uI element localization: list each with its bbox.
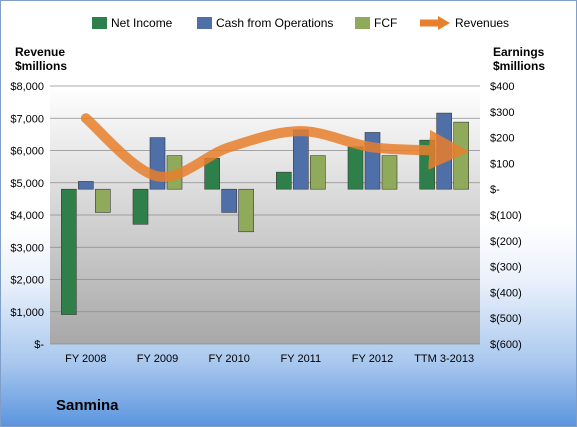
bar-cash-from-operations — [364, 132, 381, 190]
left-tick-label: $8,000 — [10, 81, 44, 93]
legend: Net Income Cash from Operations FCF Reve… — [92, 16, 509, 30]
right-tick-label: $100 — [490, 158, 514, 170]
right-axis-title-line2: $millions — [493, 59, 545, 73]
left-tick-label: $1,000 — [10, 307, 44, 319]
category-labels: FY 2008 FY 2009 FY 2010 FY 2011 FY 2012 TTM 3… — [65, 353, 474, 365]
right-tick-label: $- — [490, 184, 500, 196]
right-tick-label: $300 — [490, 107, 514, 119]
category-label: FY 2008 — [65, 353, 106, 365]
left-tick-label: $4,000 — [10, 210, 44, 222]
right-tick-label: $(200) — [490, 236, 522, 248]
bar-fcf — [310, 155, 326, 190]
legend-arrowhead-icon — [438, 16, 450, 30]
legend-swatch-net-income — [92, 17, 107, 29]
bar-cash-from-operations — [221, 188, 237, 213]
revenues-line — [80, 113, 470, 182]
right-tick-label: $400 — [490, 81, 514, 93]
legend-swatch-cash-from-operations — [197, 17, 212, 29]
bar-net-income — [61, 188, 77, 315]
legend-label-revenues: Revenues — [455, 16, 509, 30]
right-tick-label: $(300) — [490, 262, 522, 274]
left-axis-ticks: $- $1,000 $2,000 $3,000 $4,000 $5,000 $6,000 $7… — [10, 81, 44, 351]
legend-label-fcf: FCF — [374, 16, 397, 30]
right-axis-title-line1: Earnings — [493, 45, 545, 59]
category-label: FY 2012 — [352, 353, 393, 365]
category-label: TTM 3-2013 — [414, 353, 474, 365]
bar-net-income — [132, 188, 149, 225]
left-tick-label: $7,000 — [10, 113, 44, 125]
category-label: FY 2010 — [208, 353, 249, 365]
left-tick-label: $3,000 — [10, 242, 44, 254]
left-tick-label: $2,000 — [10, 275, 44, 287]
legend-swatch-fcf — [355, 17, 370, 29]
left-axis-title-line2: $millions — [15, 59, 67, 73]
right-tick-label: $(100) — [490, 210, 522, 222]
bar-cash-from-operations — [293, 129, 309, 190]
left-tick-label: $5,000 — [10, 178, 44, 190]
right-tick-label: $200 — [490, 133, 514, 145]
legend-label-net-income: Net Income — [111, 16, 173, 30]
right-axis-ticks: $(600) $(500) $(400) $(300) $(200) $(100) $- $1… — [490, 81, 522, 351]
legend-label-cash-from-operations: Cash from Operations — [216, 16, 333, 30]
bar-cash-from-operations — [78, 181, 94, 190]
left-tick-label: $- — [34, 339, 44, 351]
company-name: Sanmina — [56, 397, 119, 414]
bar-fcf — [453, 121, 469, 190]
bar-fcf — [381, 155, 398, 190]
left-axis-title-line1: Revenue — [15, 45, 65, 59]
category-label: FY 2009 — [137, 353, 178, 365]
bar-net-income — [276, 171, 292, 190]
bar-net-income — [347, 146, 364, 190]
left-tick-label: $6,000 — [10, 146, 44, 158]
right-tick-label: $(600) — [490, 339, 522, 351]
bar-fcf — [95, 188, 111, 213]
right-tick-label: $(400) — [490, 287, 522, 299]
category-label: FY 2011 — [281, 353, 322, 365]
bar-fcf — [238, 188, 254, 233]
right-tick-label: $(500) — [490, 313, 522, 325]
